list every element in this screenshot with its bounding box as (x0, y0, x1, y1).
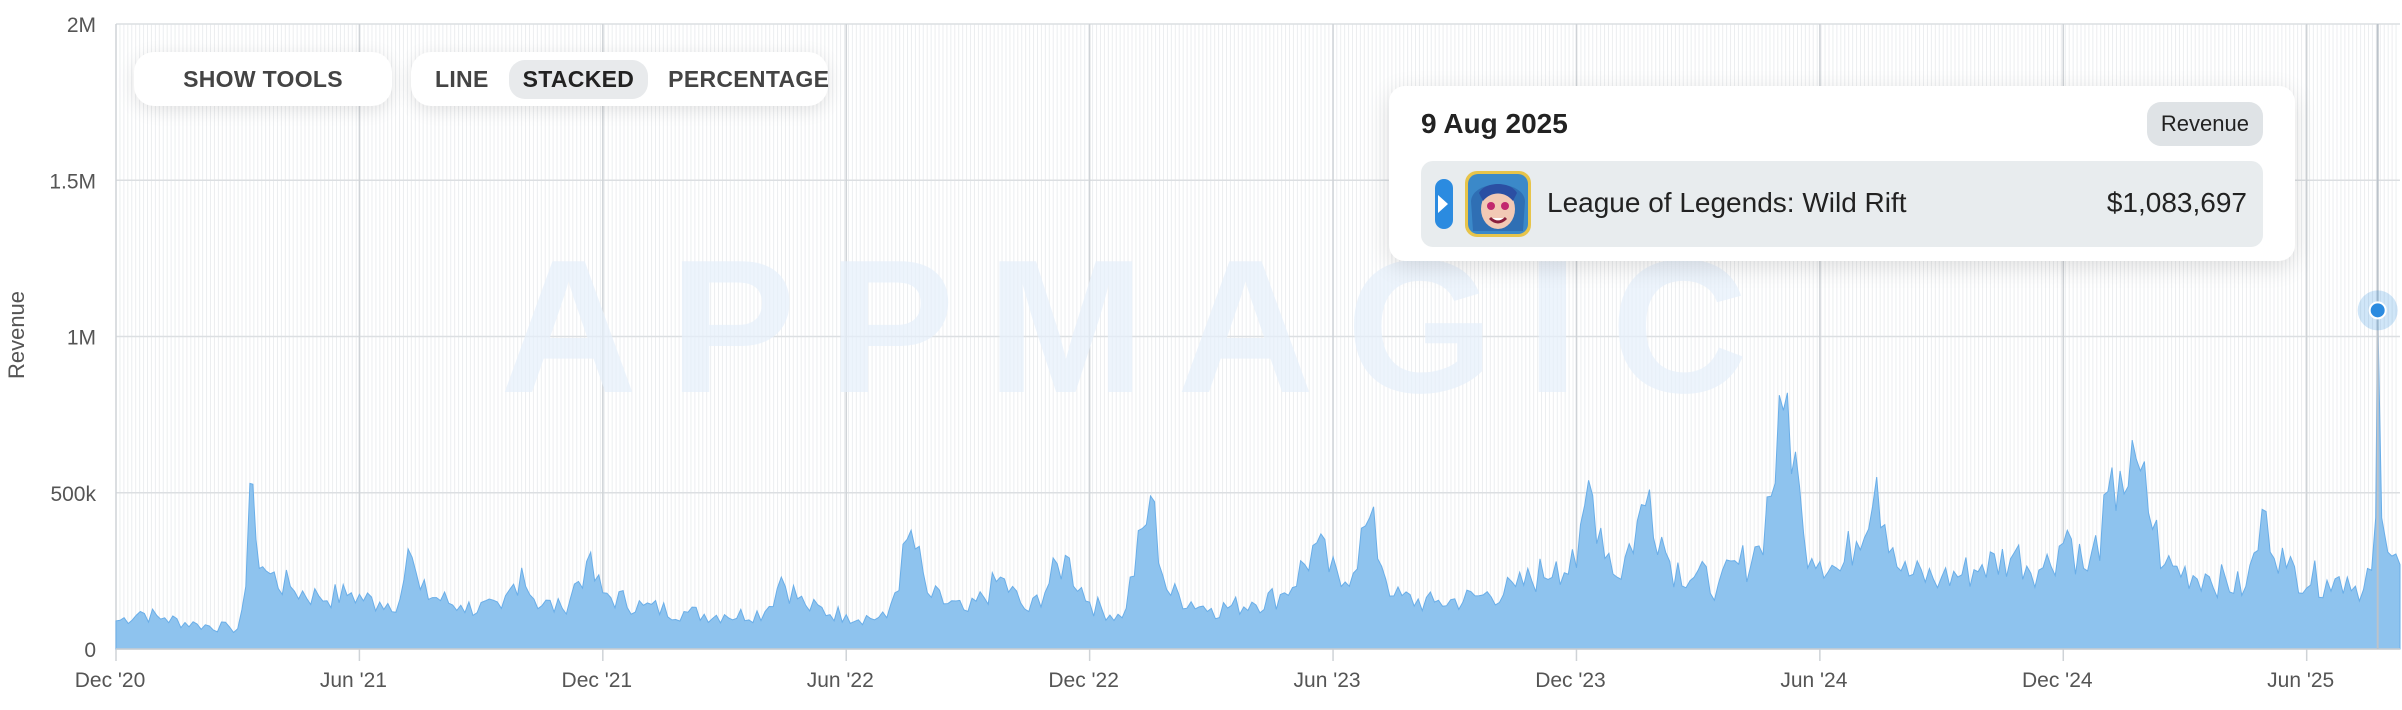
show-tools-label: SHOW TOOLS (183, 65, 343, 92)
hover-point (2368, 301, 2387, 320)
y-tick-label: 0 (84, 639, 96, 662)
tooltip: 9 Aug 2025 Revenue League of Legends: Wi… (1389, 86, 2295, 261)
highlight (2357, 24, 2398, 649)
y-tick-label: 2M (67, 14, 96, 37)
revenue-area (115, 310, 2401, 650)
chart-mode-toggle: LINE STACKED PERCENTAGE (411, 52, 829, 106)
y-tick-label: 1M (67, 327, 96, 350)
x-tick-label: Jun '25 (2267, 669, 2334, 692)
tooltip-series-row[interactable]: League of Legends: Wild Rift $1,083,697 (1421, 161, 2263, 247)
mode-percentage-button[interactable]: PERCENTAGE (668, 65, 830, 92)
x-tick-label: Dec '20 (75, 669, 146, 692)
x-tick-label: Dec '24 (2022, 669, 2093, 692)
x-tick-label: Jun '23 (1294, 669, 1361, 692)
series-area (115, 310, 2401, 650)
x-tick-label: Dec '21 (562, 669, 633, 692)
mode-line-button[interactable]: LINE (435, 65, 489, 92)
y-tick-label: 1.5M (49, 170, 96, 193)
tooltip-app-name: League of Legends: Wild Rift (1547, 187, 1907, 218)
x-axis: Dec '20 Jun '21 Dec '21 Jun '22 Dec '22 Jun '… (75, 648, 2400, 692)
app-icon (1465, 171, 1531, 237)
tooltip-date: 9 Aug 2025 (1421, 108, 1568, 139)
y-axis: 0 500k 1M 1.5M 2M (49, 14, 96, 662)
tooltip-metric-badge: Revenue (2146, 102, 2263, 146)
x-tick-label: Dec '23 (1535, 669, 1606, 692)
x-tick-label: Jun '24 (1780, 669, 1847, 692)
series-marker-icon (1435, 179, 1453, 229)
x-tick-label: Jun '21 (320, 669, 387, 692)
mode-stacked-button[interactable]: STACKED (508, 59, 649, 99)
x-tick-label: Jun '22 (807, 669, 874, 692)
y-tick-label: 500k (50, 483, 96, 506)
show-tools-button[interactable]: SHOW TOOLS (134, 52, 392, 106)
y-axis-label: Revenue (4, 291, 29, 379)
x-tick-label: Dec '22 (1048, 669, 1119, 692)
tooltip-value: $1,083,697 (2106, 187, 2247, 218)
